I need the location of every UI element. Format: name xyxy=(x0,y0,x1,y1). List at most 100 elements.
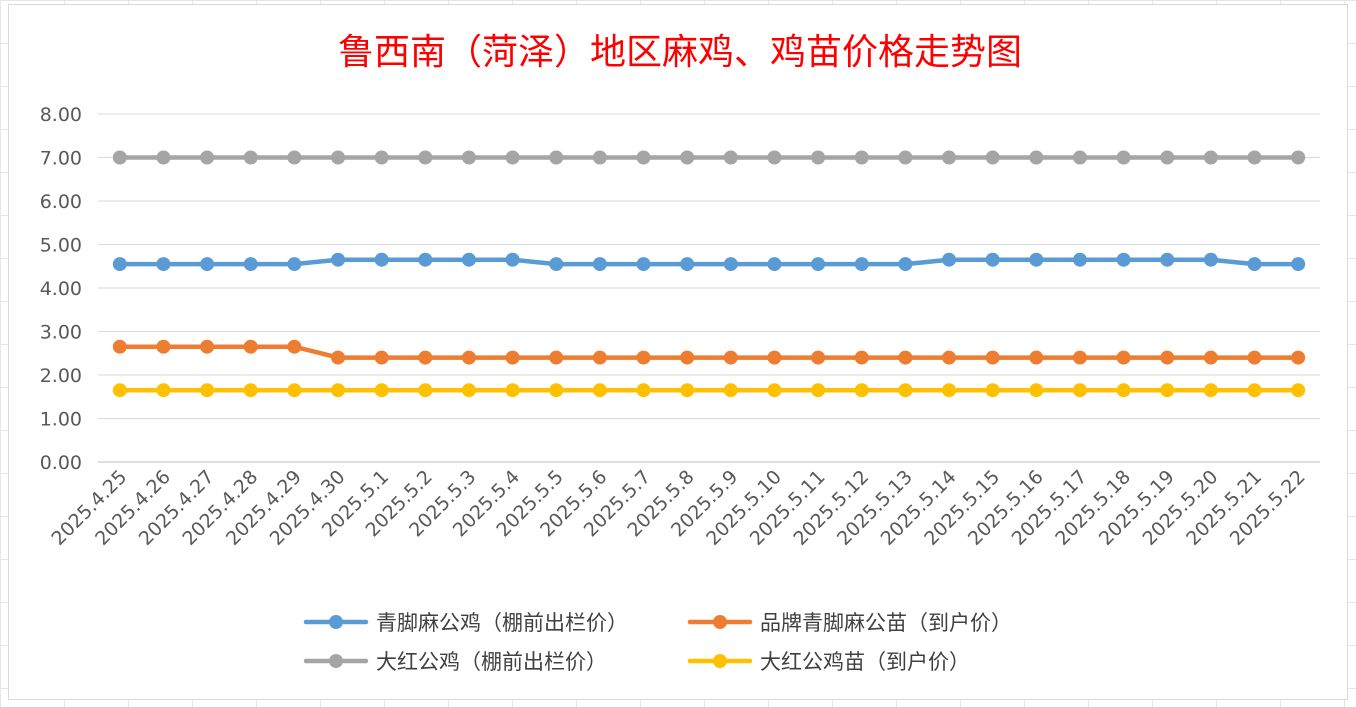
data-point xyxy=(243,257,258,272)
data-point xyxy=(461,383,476,398)
data-point xyxy=(1072,383,1087,398)
data-point xyxy=(942,252,957,267)
data-point xyxy=(112,339,127,354)
data-point xyxy=(811,383,826,398)
data-point xyxy=(854,350,869,365)
data-point xyxy=(1029,350,1044,365)
data-point xyxy=(942,150,957,165)
data-point xyxy=(243,383,258,398)
data-point xyxy=(1160,383,1175,398)
data-point xyxy=(636,350,651,365)
data-point xyxy=(767,383,782,398)
data-point xyxy=(811,150,826,165)
data-point xyxy=(505,252,520,267)
data-point xyxy=(1203,252,1218,267)
data-point xyxy=(200,150,215,165)
data-point xyxy=(942,383,957,398)
data-point xyxy=(243,339,258,354)
y-tick-label: 2.00 xyxy=(40,365,82,387)
data-point xyxy=(1072,150,1087,165)
data-point xyxy=(549,150,564,165)
data-point xyxy=(592,257,607,272)
data-point xyxy=(592,150,607,165)
data-point xyxy=(1203,150,1218,165)
data-point xyxy=(461,252,476,267)
data-point xyxy=(1116,350,1131,365)
data-point xyxy=(723,257,738,272)
data-point xyxy=(1160,252,1175,267)
data-point xyxy=(112,383,127,398)
data-point xyxy=(985,150,1000,165)
data-point xyxy=(374,252,389,267)
legend-swatch-marker xyxy=(329,615,343,629)
data-point xyxy=(1160,350,1175,365)
data-point xyxy=(374,150,389,165)
y-tick-label: 1.00 xyxy=(40,409,82,431)
data-point xyxy=(200,257,215,272)
data-point xyxy=(505,383,520,398)
data-point xyxy=(723,383,738,398)
data-point xyxy=(1291,383,1306,398)
data-point xyxy=(898,150,913,165)
data-point xyxy=(1029,150,1044,165)
gridlines xyxy=(98,113,1320,463)
data-point xyxy=(1029,383,1044,398)
legend-label: 品牌青脚麻公苗（到户价） xyxy=(760,611,1012,635)
data-point xyxy=(767,257,782,272)
data-point xyxy=(331,150,346,165)
data-point xyxy=(1116,150,1131,165)
y-axis-ticks: 0.00 1.00 2.00 3.00 4.00 5.00 6.00 7.00 8.00 xyxy=(40,104,82,474)
data-point xyxy=(811,257,826,272)
y-tick-label: 4.00 xyxy=(40,278,82,300)
data-point xyxy=(112,257,127,272)
data-point xyxy=(156,383,171,398)
data-point xyxy=(1247,350,1262,365)
data-point xyxy=(418,350,433,365)
data-point xyxy=(1160,150,1175,165)
data-point xyxy=(942,350,957,365)
data-point xyxy=(418,383,433,398)
data-point xyxy=(636,257,651,272)
series-3 xyxy=(112,150,1306,165)
data-point xyxy=(287,257,302,272)
y-tick-label: 7.00 xyxy=(40,148,82,170)
series-line xyxy=(117,344,1301,360)
legend-item: 大红公鸡苗（到户价） xyxy=(687,650,970,674)
legend-swatch-marker xyxy=(713,654,727,668)
data-point xyxy=(854,257,869,272)
y-tick-label: 5.00 xyxy=(40,235,82,257)
chart-title: 鲁西南（菏泽）地区麻鸡、鸡苗价格走势图 xyxy=(338,32,1022,73)
data-point xyxy=(1203,350,1218,365)
data-point xyxy=(287,383,302,398)
data-point xyxy=(1116,252,1131,267)
data-point xyxy=(331,350,346,365)
data-point xyxy=(112,150,127,165)
legend-swatch-marker xyxy=(329,654,343,668)
legend: 青脚麻公鸡（棚前出栏价） 品牌青脚麻公苗（到户价） 大红公鸡（棚前出栏价） 大红公鸡苗… xyxy=(303,611,1012,674)
data-point xyxy=(854,383,869,398)
data-point xyxy=(549,257,564,272)
data-point xyxy=(1072,252,1087,267)
data-point xyxy=(1247,383,1262,398)
data-point xyxy=(461,350,476,365)
data-point xyxy=(418,252,433,267)
legend-label: 大红公鸡苗（到户价） xyxy=(760,650,970,674)
series-lines xyxy=(112,150,1306,398)
data-point xyxy=(287,150,302,165)
data-point xyxy=(1029,252,1044,267)
data-point xyxy=(1203,383,1218,398)
data-point xyxy=(156,339,171,354)
data-point xyxy=(1072,350,1087,365)
data-point xyxy=(1247,150,1262,165)
y-tick-label: 6.00 xyxy=(40,191,82,213)
legend-label: 大红公鸡（棚前出栏价） xyxy=(376,650,607,674)
data-point xyxy=(767,150,782,165)
data-point xyxy=(898,383,913,398)
data-point xyxy=(636,383,651,398)
data-point xyxy=(723,150,738,165)
series-1 xyxy=(112,252,1306,272)
data-point xyxy=(1291,350,1306,365)
data-point xyxy=(374,383,389,398)
x-axis-ticks: 2025.4.252025.4.262025.4.272025.4.282025… xyxy=(47,466,1309,550)
